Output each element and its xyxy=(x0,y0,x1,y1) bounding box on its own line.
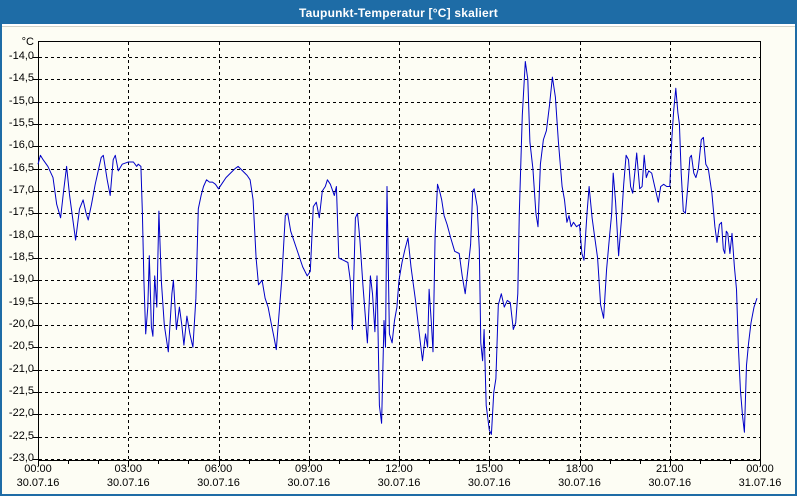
x-axis-date-label: 30.07.16 xyxy=(287,477,331,489)
x-axis-time-label: 12:00 xyxy=(385,463,413,475)
y-axis-tick-label: -17,0 xyxy=(8,184,34,196)
x-axis-time-label: 15:00 xyxy=(475,463,504,475)
y-axis-tick-label: -20,5 xyxy=(8,340,34,353)
x-axis-date-label: 30.07.16 xyxy=(16,477,60,489)
y-axis-tick-label: -15,0 xyxy=(8,94,34,107)
titlebar-separator-line xyxy=(2,26,795,27)
y-axis-tick-label: -15,5 xyxy=(8,117,34,129)
x-axis-date-label: 30.07.16 xyxy=(648,477,692,489)
x-axis-date-label: 30.07.16 xyxy=(558,477,601,489)
y-axis-tick-label: -23,0 xyxy=(8,452,34,464)
x-axis-time-label: 18:00 xyxy=(565,463,594,475)
window-title: Taupunkt-Temperatur [°C] skaliert xyxy=(299,6,498,20)
x-axis-time-label: 06:00 xyxy=(204,463,233,475)
y-axis-tick-label: -21,5 xyxy=(8,385,34,397)
x-axis-time-label: 21:00 xyxy=(655,463,684,475)
x-axis-date-label: 30.07.16 xyxy=(467,477,511,489)
y-axis-tick-label: -20,0 xyxy=(8,318,34,330)
y-axis-tick-label: -22,0 xyxy=(8,407,34,420)
x-axis-time-label: 00:00 xyxy=(24,463,52,475)
y-axis-tick-label: -18,0 xyxy=(8,228,34,241)
data-line xyxy=(37,61,758,435)
x-axis-date-label: 30.07.16 xyxy=(106,477,150,489)
y-axis-tick-label: -14,0 xyxy=(8,50,34,62)
y-axis-tick-label: -19,0 xyxy=(8,273,34,286)
x-axis-date-label: 30.07.16 xyxy=(197,477,240,489)
window-titlebar: Taupunkt-Temperatur [°C] skaliert xyxy=(2,2,795,24)
y-axis-tick-label: -14,5 xyxy=(8,72,34,85)
titlebar-gap xyxy=(2,24,795,26)
y-axis-unit-label: °C xyxy=(21,36,34,48)
x-axis-date-label: 31.07.16 xyxy=(738,477,782,489)
x-axis-time-label: 03:00 xyxy=(114,463,143,475)
chart-canvas xyxy=(33,41,761,466)
y-axis-tick-label: -19,5 xyxy=(8,295,34,308)
y-axis-tick-label: -22,5 xyxy=(8,429,34,442)
y-axis-tick-label: -17,5 xyxy=(8,206,34,219)
y-axis-tick-label: -16,5 xyxy=(8,161,34,174)
y-axis-tick-label: -16,0 xyxy=(8,139,34,152)
x-axis-time-label: 09:00 xyxy=(294,463,323,475)
x-axis-date-label: 30.07.16 xyxy=(377,477,421,489)
y-axis-tick-label: -18,5 xyxy=(8,251,34,263)
y-axis-tick-label: -21,0 xyxy=(8,362,34,375)
x-axis-time-label: 00:00 xyxy=(746,463,774,475)
